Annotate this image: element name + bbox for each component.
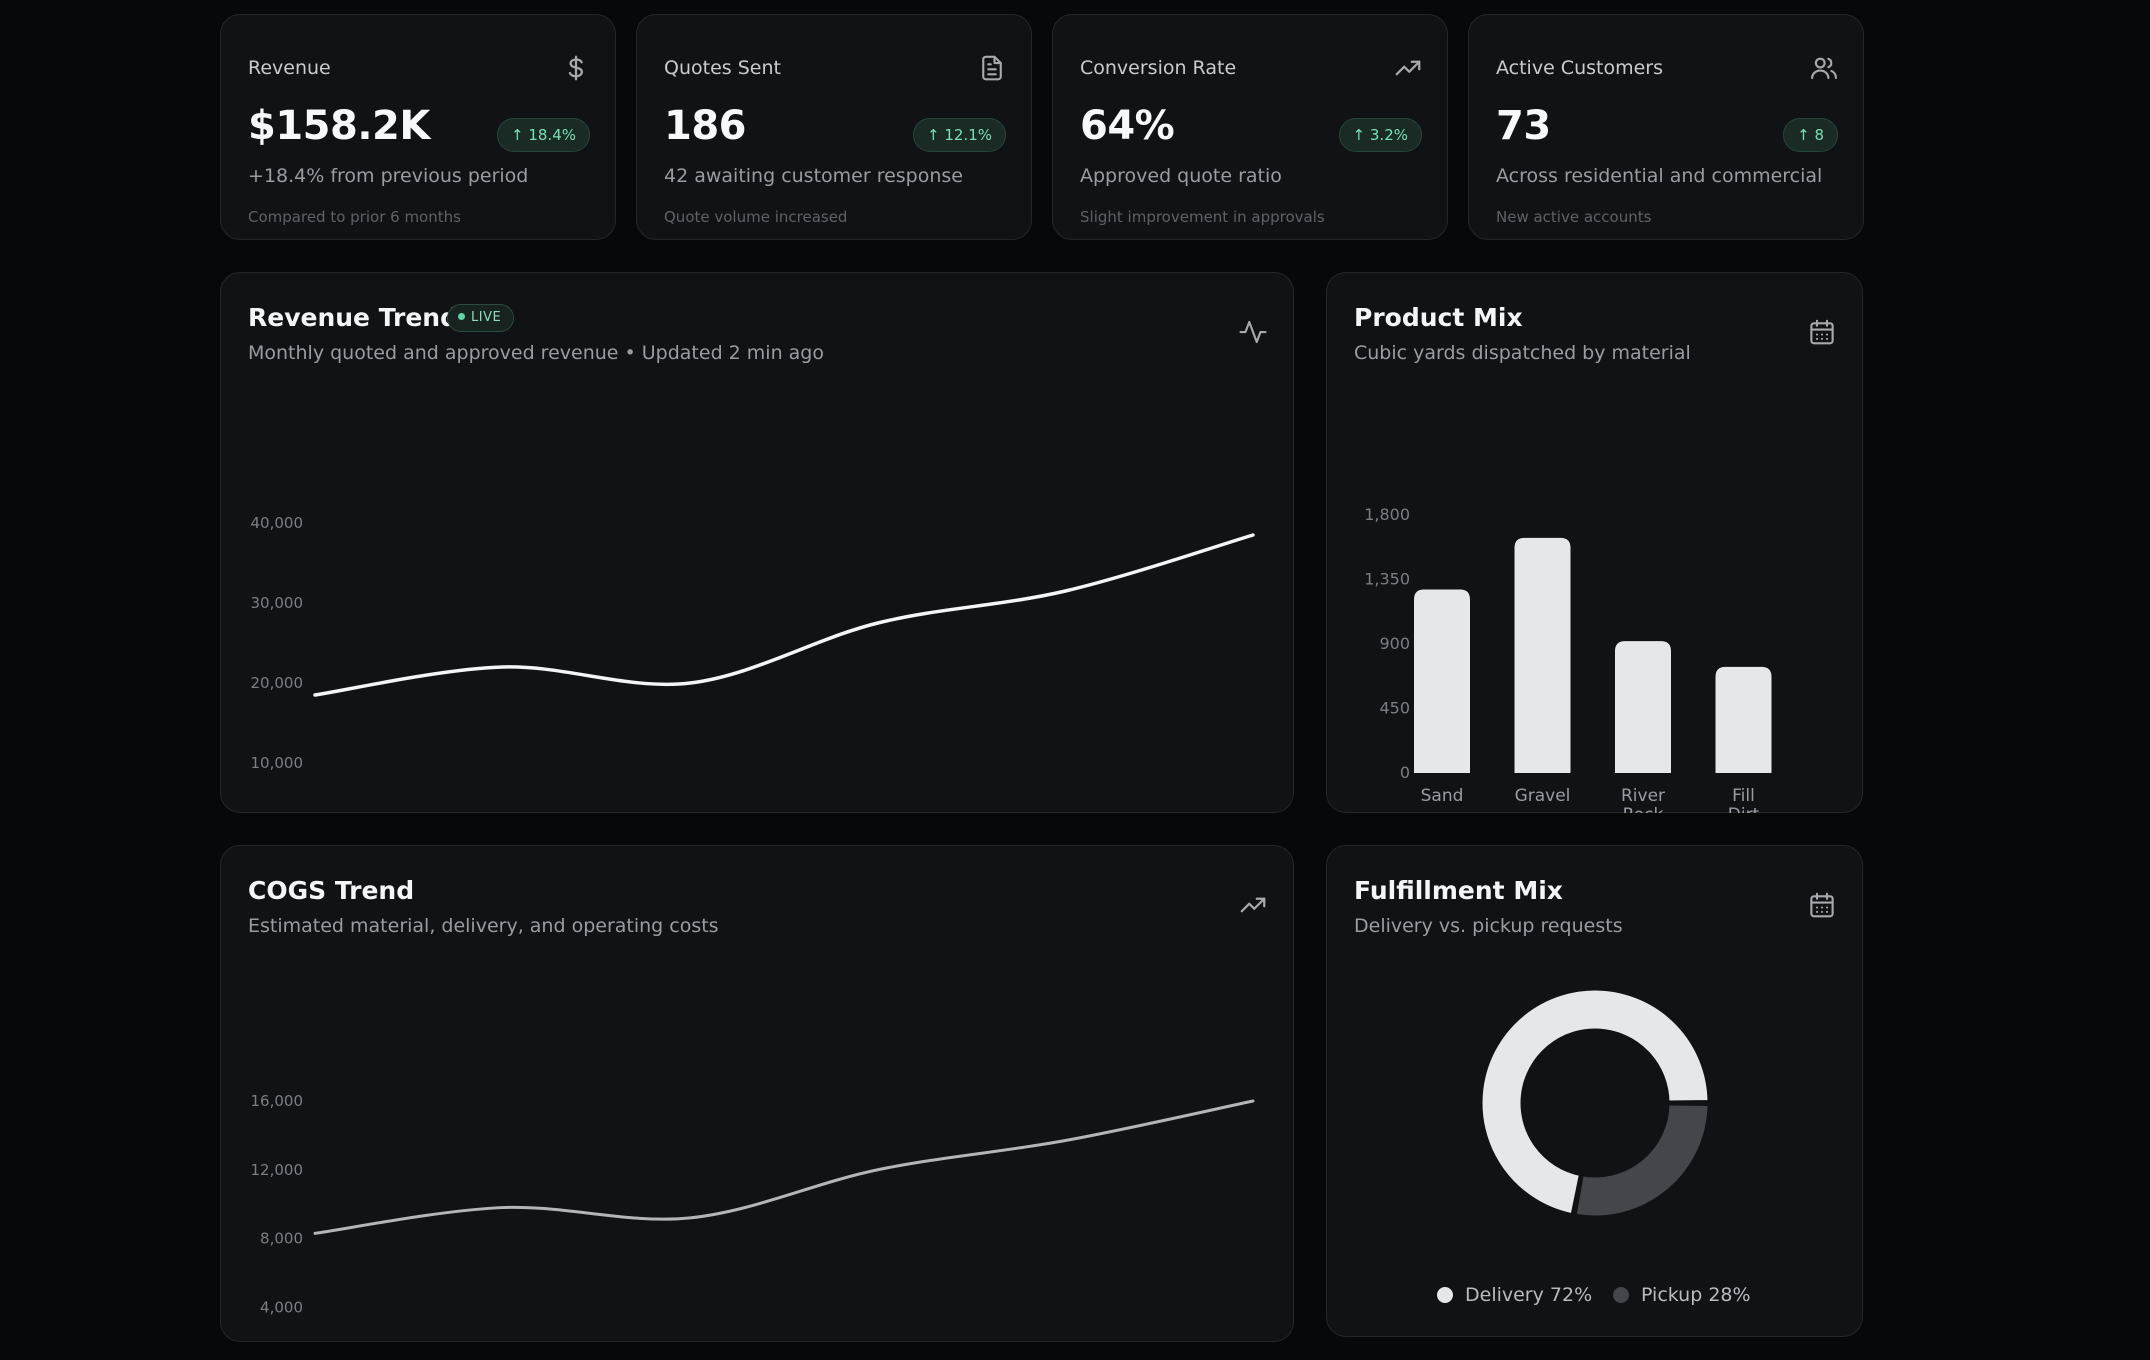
- bar: [1715, 666, 1772, 773]
- y-tick-label: 16,000: [251, 1092, 304, 1110]
- calendar-icon: [1810, 319, 1834, 345]
- y-tick-label: 1,350: [1364, 570, 1410, 589]
- donut-slice-pickup: [1573, 1102, 1711, 1219]
- product-bar-chart: 0 450 900 1,350 1,800 Sand Gravel RiverRock Fill…: [1364, 505, 1772, 813]
- kpi-value: 186: [664, 103, 747, 149]
- card-title: Revenue Trend: [248, 303, 458, 332]
- kpi-subtext: Across residential and commercial: [1496, 165, 1823, 187]
- legend-swatch: [1437, 1287, 1453, 1303]
- kpi-title: Quotes Sent: [664, 57, 781, 79]
- card-title: Fulfillment Mix: [1354, 876, 1563, 905]
- kpi-change-badge: ↑ 18.4%: [497, 118, 590, 152]
- fulfillment-mix-card: Fulfillment Mix Delivery vs. pickup requ…: [1326, 845, 1863, 1337]
- calendar-icon: [1810, 892, 1834, 918]
- revenue-line-chart: 010,00020,00030,00040,000JanFebMarAprMay…: [251, 514, 1255, 772]
- x-tick-label: Fill: [1732, 786, 1755, 806]
- bar: [1615, 641, 1671, 773]
- cogs-line-chart: 04,0008,00012,00016,000JanFebMarAprMayJu…: [251, 1092, 1255, 1316]
- kpi-card-customers: Active Customers 73 ↑ 8 Across residenti…: [1468, 14, 1864, 240]
- card-subtitle: Cubic yards dispatched by material: [1354, 342, 1691, 364]
- live-label: LIVE: [471, 310, 502, 325]
- kpi-value: $158.2K: [248, 103, 430, 149]
- kpi-subtext: 42 awaiting customer response: [664, 165, 963, 187]
- kpi-value: 73: [1496, 103, 1551, 149]
- kpi-card-revenue: Revenue $158.2K ↑ 18.4% +18.4% from prev…: [220, 14, 616, 240]
- x-tick-label: Rock: [1623, 805, 1664, 813]
- kpi-subtext: +18.4% from previous period: [248, 165, 529, 187]
- card-title: COGS Trend: [248, 876, 415, 905]
- document-icon: [982, 55, 1002, 81]
- y-tick-label: 12,000: [251, 1161, 304, 1179]
- kpi-title: Active Customers: [1496, 57, 1664, 79]
- kpi-change-badge: ↑ 12.1%: [913, 118, 1006, 152]
- y-tick-label: 8,000: [260, 1230, 303, 1248]
- card-subtitle: Delivery vs. pickup requests: [1354, 915, 1623, 937]
- y-tick-label: 10,000: [251, 754, 304, 772]
- legend-item-delivery: Delivery 72%: [1437, 1284, 1592, 1306]
- legend-label: Delivery 72%: [1465, 1284, 1593, 1306]
- live-badge: LIVE: [447, 304, 515, 332]
- kpi-card-conversion: Conversion Rate 64% ↑ 3.2% Approved quot…: [1052, 14, 1448, 240]
- activity-icon: [1239, 320, 1267, 344]
- legend-label: Pickup 28%: [1641, 1284, 1751, 1306]
- legend-item-pickup: Pickup 28%: [1613, 1284, 1751, 1306]
- y-tick-label: 450: [1379, 699, 1410, 718]
- bar: [1414, 589, 1470, 773]
- y-tick-label: 20,000: [251, 674, 304, 692]
- kpi-note: Compared to prior 6 months: [248, 208, 461, 226]
- x-tick-label: Sand: [1421, 786, 1464, 806]
- product-mix-card: Product Mix Cubic yards dispatched by ma…: [1326, 272, 1863, 813]
- users-icon: [1811, 57, 1837, 80]
- x-tick-label: Dirt: [1728, 805, 1760, 813]
- kpi-note: Slight improvement in approvals: [1080, 208, 1325, 226]
- kpi-title: Revenue: [248, 57, 331, 79]
- x-tick-label: River: [1621, 786, 1665, 806]
- kpi-change-badge: ↑ 8: [1783, 118, 1838, 152]
- cogs-trend-card: COGS Trend Estimated material, delivery,…: [220, 845, 1294, 1342]
- x-tick-label: Gravel: [1515, 786, 1571, 806]
- y-tick-label: 1,800: [1364, 505, 1410, 524]
- y-tick-label: 30,000: [251, 594, 304, 612]
- dollar-icon: [568, 55, 584, 81]
- kpi-change-badge: ↑ 3.2%: [1338, 118, 1422, 152]
- y-tick-label: 900: [1379, 634, 1410, 653]
- live-dot: [458, 313, 465, 320]
- revenue-trend-card: Revenue Trend LIVE Monthly quoted and ap…: [220, 272, 1294, 813]
- card-subtitle: Monthly quoted and approved revenue • Up…: [248, 342, 824, 364]
- kpi-card-quotes: Quotes Sent 186 ↑ 12.1% 42 awaiting cust…: [636, 14, 1032, 240]
- trending-up-icon: [1240, 897, 1266, 913]
- series-line: [313, 533, 1255, 697]
- legend-swatch: [1613, 1287, 1629, 1303]
- trending-up-icon: [1395, 60, 1421, 76]
- kpi-value: 64%: [1080, 103, 1175, 149]
- card-title: Product Mix: [1354, 303, 1523, 332]
- kpi-subtext: Approved quote ratio: [1080, 165, 1282, 187]
- y-tick-label: 4,000: [260, 1298, 303, 1316]
- kpi-note: New active accounts: [1496, 208, 1652, 226]
- series-line: [313, 1099, 1255, 1235]
- fulfillment-donut-chart: [1479, 987, 1711, 1219]
- y-tick-label: 0: [1400, 763, 1410, 782]
- y-tick-label: 40,000: [251, 514, 304, 532]
- donut-slice-delivery: [1479, 987, 1711, 1217]
- kpi-title: Conversion Rate: [1080, 57, 1237, 79]
- bar: [1514, 537, 1571, 773]
- card-subtitle: Estimated material, delivery, and operat…: [248, 915, 719, 937]
- kpi-note: Quote volume increased: [664, 208, 848, 226]
